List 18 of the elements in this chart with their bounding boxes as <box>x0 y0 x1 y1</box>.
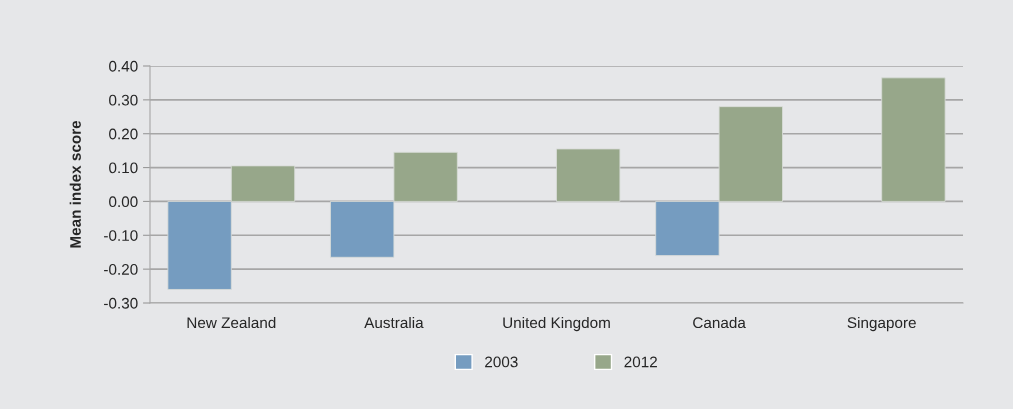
y-tick-label: 0.30 <box>109 94 138 106</box>
x-tick-label: Canada <box>693 316 746 329</box>
y-tick-label: 0.10 <box>109 162 138 174</box>
y-tick-label: -0.20 <box>104 264 138 275</box>
x-tick-label: New Zealand <box>187 316 276 329</box>
y-tick-label: 0.40 <box>109 60 138 72</box>
legend-label: 2003 <box>485 356 518 368</box>
y-tick-label: -0.30 <box>104 297 138 309</box>
bar <box>881 77 946 202</box>
x-tick-label: Australia <box>364 316 424 329</box>
y-tick-label: 0.20 <box>109 128 138 140</box>
legend-label: 2012 <box>624 356 657 368</box>
x-tick-label: United Kingdom <box>503 316 610 332</box>
bar <box>556 148 621 202</box>
y-tick-label: 0.00 <box>109 196 138 208</box>
y-tick-label: -0.10 <box>104 230 138 241</box>
y-axis-title: Mean index score <box>69 120 81 248</box>
x-tick-label: Singapore <box>847 316 916 332</box>
